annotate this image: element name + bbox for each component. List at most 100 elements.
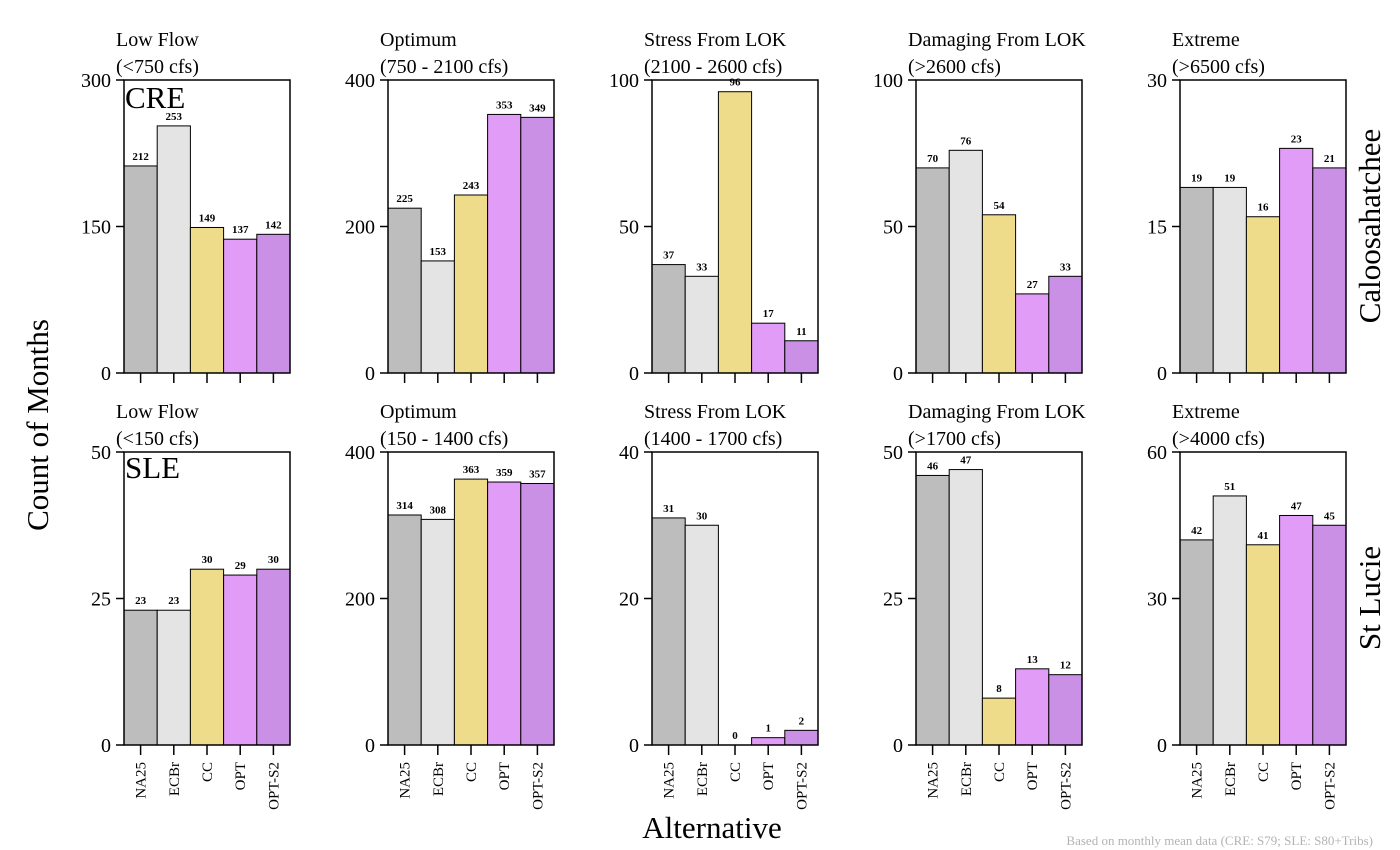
- bar-value-label: 23: [168, 595, 180, 607]
- panel-subtitle: (>4000 cfs): [1172, 428, 1265, 450]
- bar-value-label: 47: [1291, 500, 1303, 512]
- y-tick-label: 150: [81, 217, 111, 239]
- y-tick-label: 0: [893, 363, 903, 385]
- panel-title: Extreme: [1172, 29, 1240, 51]
- bar-opt-s2: [256, 568, 291, 746]
- bar-cc: [717, 91, 753, 374]
- bar-opt-s2: [1048, 674, 1083, 746]
- panel-3: Stress From LOK (2100 - 2600 cfs) 37 33 96 17…: [609, 29, 819, 385]
- bar-ecbr: [420, 260, 455, 374]
- x-category-label: NA25: [926, 762, 942, 799]
- x-category-label: NA25: [398, 762, 414, 799]
- bar-na25: [915, 474, 950, 746]
- bar-na25: [123, 165, 158, 374]
- bar-na25: [123, 609, 158, 746]
- row-label-top: Caloosahatchee: [1352, 129, 1387, 324]
- panel-title: Low Flow: [116, 29, 199, 51]
- bar-ecbr: [684, 524, 719, 746]
- bar-opt-s2: [520, 116, 555, 374]
- bar-value-label: 30: [202, 554, 214, 566]
- y-tick-label: 0: [629, 363, 639, 385]
- bar-cc: [1245, 216, 1281, 374]
- y-tick-label: 0: [629, 735, 639, 757]
- bar-value-label: 27: [1027, 279, 1039, 291]
- panel-title: Low Flow: [116, 401, 199, 423]
- bar-value-label: 19: [1224, 172, 1236, 184]
- y-tick-label: 50: [883, 217, 903, 239]
- panel-subtitle: (<150 cfs): [116, 428, 199, 450]
- y-tick-label: 50: [883, 442, 903, 464]
- bar-opt: [751, 737, 786, 746]
- x-category-label: OPT-S2: [266, 762, 282, 810]
- bar-opt-s2: [784, 340, 819, 374]
- bar-value-label: 1: [765, 723, 771, 735]
- bar-value-label: 70: [927, 153, 939, 165]
- y-tick-label: 0: [365, 735, 375, 757]
- x-category-label: ECBr: [959, 762, 975, 796]
- bar-opt: [1015, 293, 1050, 374]
- x-category-label: OPT-S2: [1058, 762, 1074, 810]
- panel-subtitle: (<750 cfs): [116, 56, 199, 78]
- x-category-label: OPT-S2: [794, 762, 810, 810]
- x-category-label: OPT: [761, 762, 777, 790]
- x-category-label: OPT: [1025, 762, 1041, 790]
- y-tick-label: 50: [91, 442, 111, 464]
- x-category-label: CC: [1256, 762, 1272, 782]
- bar-value-label: 19: [1191, 172, 1203, 184]
- bar-value-label: 357: [529, 468, 546, 480]
- bar-opt: [223, 238, 258, 374]
- bar-opt: [1279, 514, 1314, 746]
- x-category-label: CC: [728, 762, 744, 782]
- bar-cc: [453, 478, 489, 746]
- x-category-label: ECBr: [1223, 762, 1239, 796]
- bar-value-label: 149: [199, 212, 216, 224]
- bar-opt: [751, 322, 786, 374]
- bar-value-label: 314: [396, 500, 413, 512]
- bar-opt-s2: [784, 729, 819, 746]
- bar-na25: [1179, 539, 1214, 746]
- y-tick-label: 200: [345, 589, 375, 611]
- x-axis-label: Alternative: [642, 810, 781, 845]
- y-tick-label: 0: [101, 363, 111, 385]
- bar-value-label: 253: [166, 111, 183, 123]
- bar-value-label: 243: [463, 180, 480, 192]
- bar-value-label: 37: [663, 250, 675, 262]
- y-tick-label: 25: [91, 589, 111, 611]
- bar-value-label: 11: [796, 326, 806, 338]
- x-category-label: ECBr: [167, 762, 183, 796]
- bar-ecbr: [1212, 186, 1247, 374]
- bar-value-label: 137: [232, 224, 249, 236]
- bar-cc: [1245, 544, 1281, 746]
- x-category-label: CC: [464, 762, 480, 782]
- bar-value-label: 8: [996, 683, 1002, 695]
- bar-value-label: 23: [135, 595, 147, 607]
- bar-value-label: 16: [1258, 202, 1270, 214]
- bar-value-label: 33: [696, 261, 708, 273]
- bar-value-label: 2: [799, 715, 805, 727]
- bar-ecbr: [156, 125, 191, 374]
- bar-value-label: 51: [1224, 481, 1235, 493]
- panel-7: Optimum (150 - 1400 cfs) 314 308 363 359 357 0 2…: [345, 401, 555, 810]
- bar-value-label: 359: [496, 467, 513, 479]
- estuary-label-cre: CRE: [125, 80, 185, 115]
- y-tick-label: 50: [619, 217, 639, 239]
- bar-na25: [651, 517, 686, 746]
- panel-title: Stress From LOK: [644, 401, 787, 423]
- bar-na25: [1179, 186, 1214, 374]
- bar-value-label: 12: [1060, 660, 1072, 672]
- y-tick-label: 30: [1147, 589, 1167, 611]
- y-tick-label: 0: [101, 735, 111, 757]
- bar-opt: [487, 113, 522, 374]
- x-category-label: NA25: [134, 762, 150, 799]
- bar-value-label: 42: [1191, 525, 1203, 537]
- bar-cc: [189, 568, 225, 746]
- row-label-bottom: St Lucie: [1352, 546, 1387, 650]
- panel-2: Optimum (750 - 2100 cfs) 225 153 243 353 349 0 2…: [345, 29, 555, 385]
- panel-subtitle: (2100 - 2600 cfs): [644, 56, 782, 78]
- x-category-label: OPT-S2: [530, 762, 546, 810]
- panel-title: Optimum: [380, 29, 457, 51]
- bar-value-label: 13: [1027, 654, 1039, 666]
- bar-value-label: 46: [927, 460, 939, 472]
